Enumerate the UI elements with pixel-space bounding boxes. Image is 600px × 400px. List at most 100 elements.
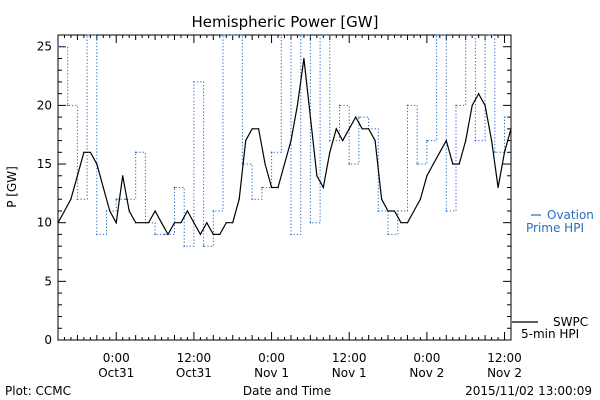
ovation-point	[455, 104, 457, 107]
swpc-point	[490, 139, 493, 142]
ovation-point	[299, 34, 302, 36]
swpc-point	[167, 233, 169, 236]
swpc-point	[497, 186, 499, 189]
x-axis-label: Date and Time	[243, 384, 331, 398]
swpc-point	[465, 139, 467, 142]
swpc-point	[471, 104, 473, 106]
x-tick-label-date: Nov 2	[487, 366, 522, 380]
ovation-point	[338, 104, 341, 107]
swpc-point	[503, 151, 506, 153]
legend-swpc-line2: 5-min HPI	[521, 327, 579, 341]
ovation-step-line	[58, 34, 511, 247]
swpc-point	[387, 210, 389, 212]
x-tick-label-time: 12:00	[487, 351, 522, 365]
x-tick-label-time: 12:00	[177, 351, 212, 365]
swpc-point	[458, 163, 460, 165]
y-tick-label: 20	[37, 98, 52, 112]
ovation-point	[222, 34, 224, 36]
swpc-point	[115, 222, 117, 224]
ovation-point	[435, 34, 438, 36]
swpc-point	[484, 104, 486, 106]
y-tick-label: 25	[37, 40, 52, 54]
legend-swpc: SWPC 5-min HPI	[512, 315, 588, 341]
swpc-point	[303, 57, 305, 60]
swpc-point	[348, 128, 350, 130]
ovation-point	[484, 34, 486, 36]
swpc-point	[70, 198, 72, 200]
ovation-point	[154, 233, 156, 236]
swpc-point	[290, 139, 292, 142]
swpc-point	[374, 139, 376, 142]
y-tick-label: 5	[44, 274, 52, 288]
swpc-point	[270, 186, 273, 189]
swpc-point	[361, 128, 363, 130]
footer-plot-credit: Plot: CCMC	[5, 384, 71, 398]
swpc-point	[186, 210, 189, 212]
ovation-point	[261, 186, 263, 189]
swpc-point	[406, 222, 409, 224]
ovation-point	[280, 34, 283, 36]
swpc-point	[393, 210, 396, 212]
ovation-point	[329, 139, 331, 142]
legend-ovation-line1: Ovation	[547, 208, 594, 222]
x-tick-label-time: 0:00	[103, 351, 130, 365]
swpc-point	[245, 139, 247, 142]
ovation-point	[57, 45, 59, 48]
swpc-point	[102, 186, 104, 189]
swpc-point	[296, 104, 299, 106]
ovation-point	[231, 34, 234, 36]
y-axis-label: P [GW]	[5, 166, 19, 208]
swpc-point	[277, 186, 279, 189]
swpc-point	[413, 210, 415, 212]
x-tick-label-date: Oct31	[98, 366, 134, 380]
swpc-point	[445, 139, 447, 142]
ovation-point	[474, 139, 477, 142]
ovation-point	[319, 34, 321, 36]
ovation-point	[290, 233, 292, 236]
y-tick-label: 15	[37, 157, 52, 171]
swpc-point	[57, 222, 59, 224]
swpc-point	[368, 128, 370, 130]
x-tick-label-date: Nov 1	[332, 366, 367, 380]
swpc-point	[225, 222, 227, 224]
ovation-point	[406, 104, 409, 107]
ovation-point	[377, 210, 380, 212]
swpc-point	[180, 222, 182, 224]
ovation-point	[387, 233, 389, 236]
x-tick-label-time: 12:00	[332, 351, 367, 365]
ovation-point	[348, 163, 351, 165]
swpc-point	[89, 151, 91, 153]
ovation-point	[445, 210, 448, 212]
ovation-point	[212, 210, 215, 212]
ovation-point	[464, 34, 467, 36]
ovation-point	[396, 210, 399, 212]
ovation-point	[66, 104, 69, 107]
swpc-point	[83, 151, 85, 153]
swpc-point	[316, 175, 318, 177]
ovation-point	[76, 198, 79, 201]
swpc-point	[400, 222, 402, 224]
ovation-point	[202, 245, 205, 247]
swpc-point	[355, 116, 357, 118]
chart-title: Hemispheric Power [GW]	[192, 13, 379, 31]
ovation-point	[251, 198, 253, 201]
y-tick-labels: 0 5 10 15 20 25	[37, 40, 52, 347]
swpc-point	[251, 128, 253, 130]
axis-ticks	[57, 34, 512, 341]
series-swpc-5min-hpi	[57, 57, 512, 236]
swpc-point	[154, 210, 156, 212]
swpc-point	[283, 163, 286, 165]
ovation-point	[503, 116, 506, 118]
swpc-point	[122, 175, 124, 177]
ovation-point	[173, 186, 176, 189]
swpc-point	[238, 198, 240, 200]
swpc-point	[439, 151, 441, 153]
x-tick-label-time: 0:00	[413, 351, 440, 365]
ovation-point	[416, 163, 418, 165]
swpc-point	[135, 222, 137, 224]
swpc-point	[199, 233, 201, 236]
x-tick-label-time: 0:00	[258, 351, 285, 365]
swpc-point	[426, 175, 428, 177]
swpc-point	[193, 222, 195, 224]
